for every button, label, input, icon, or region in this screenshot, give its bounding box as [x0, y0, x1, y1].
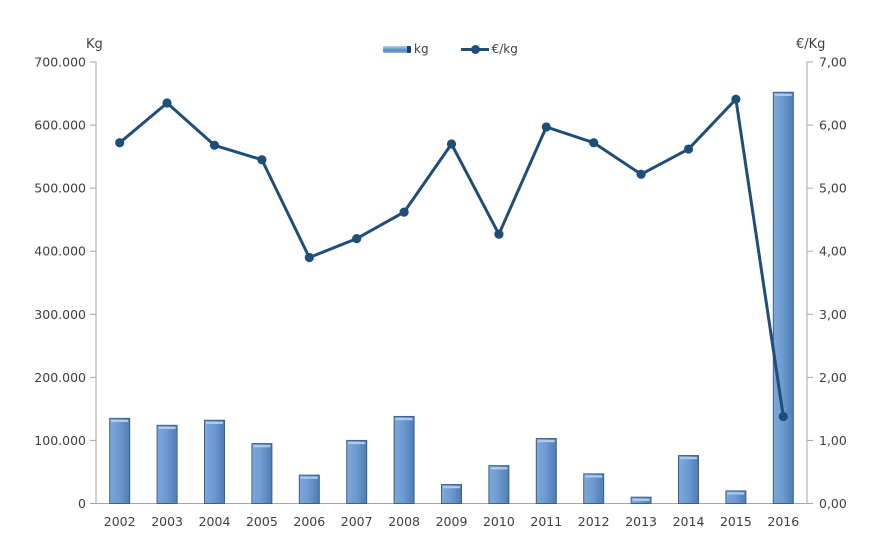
price-marker-2005: [257, 155, 267, 165]
y-axis-left-tick-label: 700.000: [34, 55, 86, 70]
price-marker-2007: [352, 234, 362, 244]
x-axis-label-2006: 2006: [293, 514, 325, 529]
bar-2004: [204, 419, 225, 505]
y-axis-left-tick-label: 600.000: [34, 118, 86, 133]
bar-2005: [251, 443, 273, 505]
x-axis-label-2014: 2014: [673, 514, 705, 529]
y-axis-right-tick-label: 6,00: [819, 118, 847, 133]
price-marker-2010: [494, 229, 504, 239]
x-axis-label-2005: 2005: [246, 514, 278, 529]
y-axis-right-tick-label: 4,00: [819, 244, 847, 259]
x-axis-label-2008: 2008: [388, 514, 420, 529]
y-axis-right-tick-label: 5,00: [819, 181, 847, 196]
bar-top-highlight: [727, 492, 745, 495]
price-marker-2008: [399, 207, 409, 217]
x-axis-label-2007: 2007: [341, 514, 373, 529]
bar-2014: [678, 455, 699, 504]
bar-top-highlight: [158, 426, 176, 429]
y-axis-left-tick-label: 200.000: [34, 370, 86, 385]
y-axis-right-tick-label: 1,00: [819, 433, 847, 448]
bar-top-highlight: [632, 498, 650, 501]
price-marker-2012: [589, 138, 599, 148]
y-axis-right-tick-label: 0,00: [819, 496, 847, 511]
y-axis-left-tick-label: 0: [78, 496, 86, 511]
x-axis-label-2002: 2002: [104, 514, 136, 529]
bar-top-highlight: [395, 417, 413, 421]
price-marker-2004: [209, 140, 220, 150]
bar-top-highlight: [111, 419, 129, 423]
bar-top-highlight: [490, 467, 508, 470]
price-marker-2003: [162, 98, 172, 108]
bar-top-highlight: [206, 421, 223, 424]
price-marker-2016: [778, 411, 788, 422]
price-marker-2002: [115, 138, 125, 148]
bar-top-highlight: [443, 486, 460, 489]
bar-top-highlight: [774, 93, 792, 96]
bar-2011: [535, 438, 557, 505]
y-axis-right-tick-label: 2,00: [819, 370, 847, 385]
y-axis-left-tick-label: 100.000: [34, 433, 86, 448]
line-series-swatch-icon: [460, 44, 489, 54]
bar-top-highlight: [253, 445, 271, 448]
bar-top-highlight: [585, 475, 603, 478]
x-axis-label-2004: 2004: [199, 514, 231, 529]
price-marker-2013: [636, 169, 646, 179]
bar-2006: [298, 474, 320, 505]
left-axis-title: Kg: [86, 37, 103, 52]
y-axis-left-tick-label: 400.000: [34, 244, 86, 259]
x-axis-label-2003: 2003: [151, 514, 183, 529]
line-marker-icon: [470, 44, 480, 54]
bar-top-highlight: [300, 476, 318, 479]
y-axis-right-tick-label: 7,00: [819, 55, 847, 70]
legend-label-eur-per-kg: €/kg: [491, 42, 518, 56]
x-axis-label-2012: 2012: [578, 514, 610, 529]
price-marker-2011: [541, 122, 551, 132]
x-axis-label-2015: 2015: [720, 514, 752, 529]
bar-2012: [583, 473, 605, 504]
price-marker-2006: [304, 252, 314, 263]
legend-label-kg: kg: [414, 42, 429, 56]
bar-2009: [441, 484, 462, 505]
legend: kg €/kg: [383, 42, 518, 56]
price-marker-2009: [446, 139, 457, 149]
x-axis-label-2010: 2010: [483, 514, 515, 529]
bar-2007: [346, 439, 368, 504]
right-axis-title: €/Kg: [796, 37, 826, 52]
price-marker-2014: [683, 144, 694, 154]
legend-item-kg: kg: [383, 42, 429, 56]
x-axis-label-2009: 2009: [436, 514, 468, 529]
x-axis-label-2013: 2013: [625, 514, 657, 529]
bar-top-highlight: [348, 441, 366, 445]
bar-top-highlight: [537, 440, 555, 443]
bar-2003: [156, 424, 178, 505]
y-axis-left-tick-label: 300.000: [34, 307, 86, 322]
legend-item-eur-per-kg: €/kg: [460, 42, 518, 56]
x-axis-label-2011: 2011: [530, 514, 562, 529]
bar-2010: [488, 465, 510, 504]
bar-top-highlight: [680, 457, 697, 460]
y-axis-right-tick-label: 3,00: [819, 307, 847, 322]
x-axis-label-2016: 2016: [767, 514, 799, 529]
bar-2002: [109, 417, 131, 505]
bar-series-swatch-icon: [383, 45, 411, 53]
y-axis-left-tick-label: 500.000: [34, 181, 86, 196]
bar-2016: [772, 91, 794, 504]
price-marker-2015: [731, 94, 741, 104]
bar-2008: [393, 415, 415, 504]
